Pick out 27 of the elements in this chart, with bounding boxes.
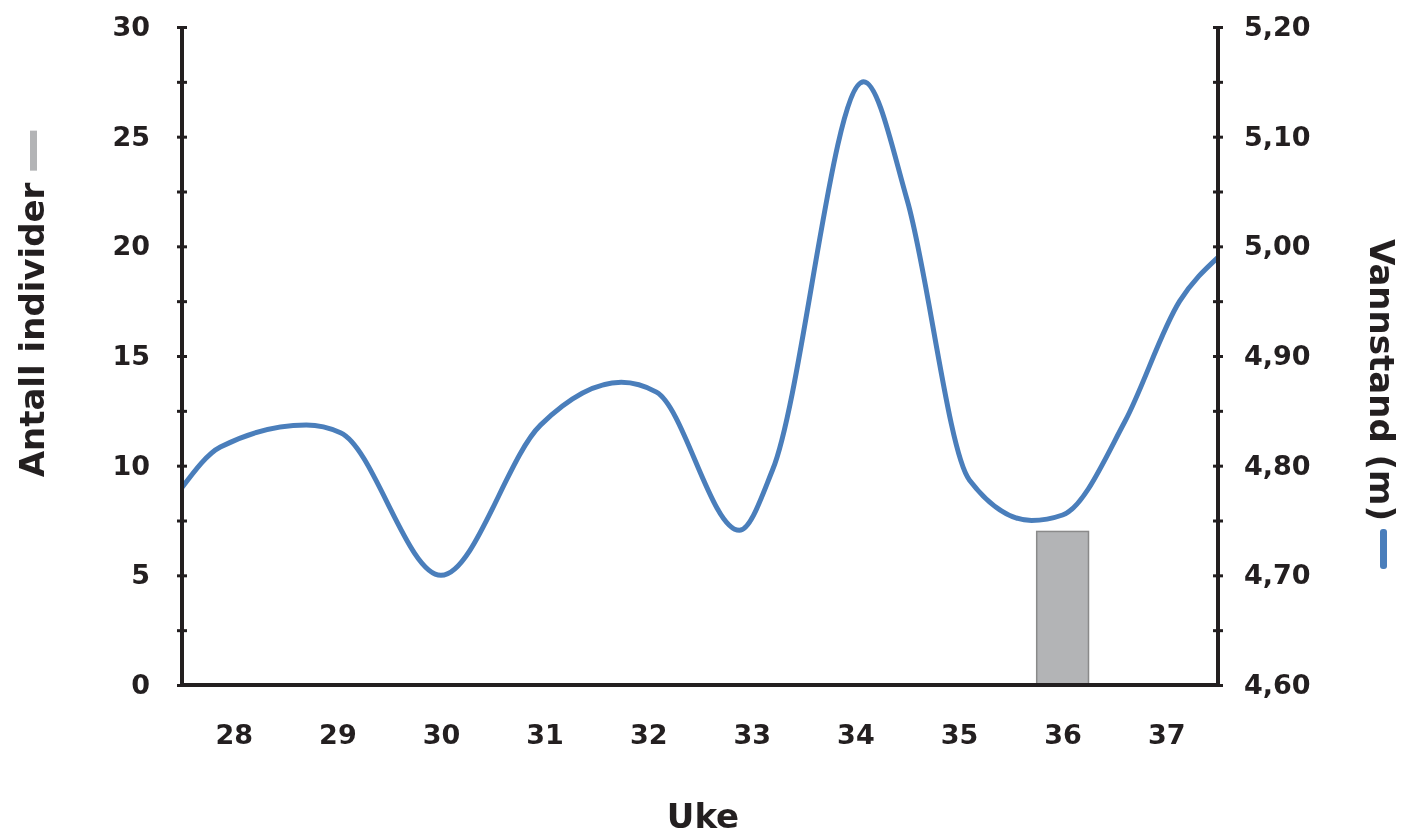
x-tick-label: 29 [319, 719, 357, 751]
y-axis-title: Antall individer [12, 182, 52, 478]
y2-tick-label: 5,00 [1244, 230, 1311, 262]
x-tick-label: 32 [629, 719, 668, 751]
y2-tick-label: 5,20 [1244, 11, 1311, 43]
x-tick-label: 36 [1044, 719, 1082, 751]
y-tick-label: 15 [112, 340, 150, 372]
y2-tick-label: 5,10 [1244, 120, 1311, 152]
x-tick-label: 34 [837, 719, 875, 751]
y2-tick-label: 4,80 [1244, 449, 1311, 481]
y-tick-label: 0 [131, 669, 150, 701]
x-tick-label: 33 [733, 719, 772, 751]
x-axis-title: Uke [666, 796, 740, 836]
y2-tick-label: 4,60 [1244, 669, 1311, 701]
y-tick-label: 20 [112, 230, 150, 262]
y-tick-label: 5 [131, 559, 150, 591]
y2-axis-title: Vannstand (m) [1362, 238, 1402, 522]
x-tick-label: 37 [1147, 719, 1186, 751]
y2-tick-label: 4,90 [1244, 340, 1311, 372]
x-tick-label: 30 [422, 719, 461, 751]
x-tick-label: 28 [215, 719, 254, 751]
y2-tick-label: 4,70 [1244, 559, 1311, 591]
y-tick-label: 30 [112, 11, 150, 43]
y-tick-label: 25 [112, 120, 150, 152]
y-tick-label: 10 [112, 449, 150, 481]
x-tick-label: 31 [526, 719, 564, 751]
x-tick-label: 35 [940, 719, 979, 751]
